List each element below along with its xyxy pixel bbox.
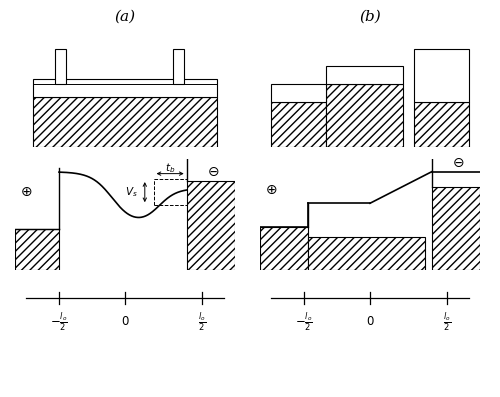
Bar bbox=[326, 85, 403, 147]
Text: $t_b$: $t_b$ bbox=[165, 161, 175, 175]
Text: $V_s$: $V_s$ bbox=[125, 185, 138, 199]
Bar bbox=[32, 97, 218, 147]
Text: $\frac{l_o}{2}$: $\frac{l_o}{2}$ bbox=[198, 310, 206, 333]
Text: (a): (a) bbox=[114, 10, 136, 24]
Text: $\ominus$: $\ominus$ bbox=[452, 156, 464, 170]
Bar bbox=[414, 102, 469, 147]
Text: $\ominus$: $\ominus$ bbox=[207, 165, 219, 179]
Bar bbox=[186, 181, 235, 270]
Bar bbox=[271, 102, 326, 147]
Text: (b): (b) bbox=[359, 10, 381, 24]
Text: $\oplus$: $\oplus$ bbox=[265, 183, 277, 197]
Bar bbox=[32, 79, 218, 97]
Bar bbox=[414, 48, 469, 102]
Bar bbox=[260, 227, 308, 270]
Bar bbox=[174, 49, 184, 85]
Bar bbox=[54, 49, 66, 85]
Text: $\oplus$: $\oplus$ bbox=[20, 185, 32, 199]
Bar bbox=[308, 237, 425, 270]
Bar bbox=[15, 229, 59, 270]
Bar bbox=[326, 66, 403, 85]
Text: $-\frac{l_o}{2}$: $-\frac{l_o}{2}$ bbox=[50, 310, 68, 333]
Bar bbox=[271, 84, 326, 102]
Text: $0$: $0$ bbox=[366, 315, 374, 328]
Bar bbox=[432, 187, 480, 270]
Text: $0$: $0$ bbox=[120, 315, 130, 328]
Text: $\frac{l_o}{2}$: $\frac{l_o}{2}$ bbox=[443, 310, 451, 333]
Text: $-\frac{l_o}{2}$: $-\frac{l_o}{2}$ bbox=[295, 310, 313, 333]
